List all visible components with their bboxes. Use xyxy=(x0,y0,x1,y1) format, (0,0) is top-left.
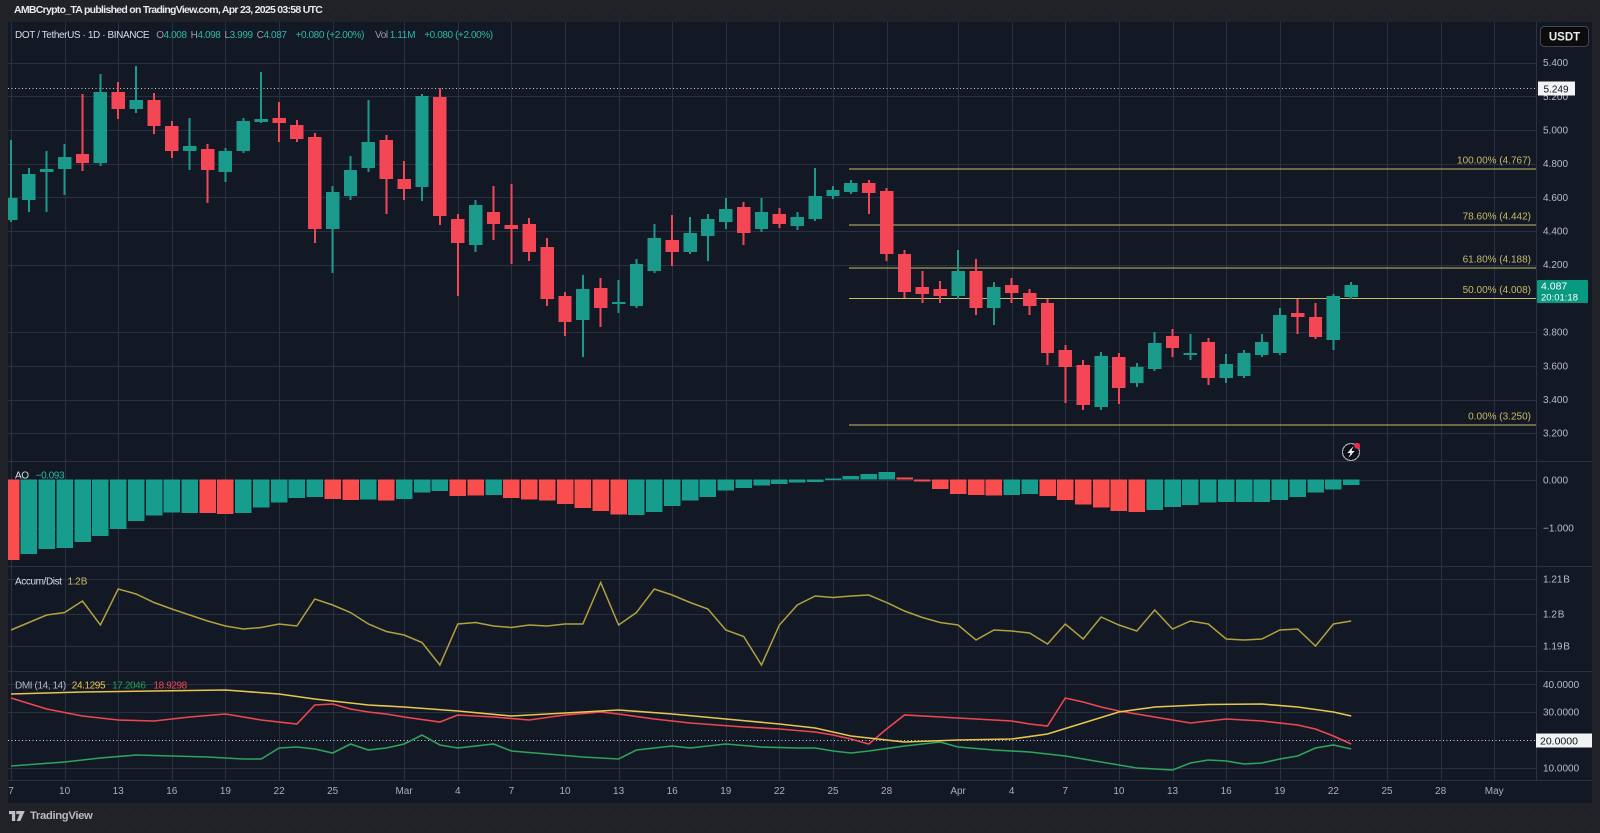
svg-text:16: 16 xyxy=(1221,786,1233,797)
svg-text:Mar: Mar xyxy=(395,786,413,797)
svg-text:25: 25 xyxy=(327,786,339,797)
svg-text:3.600: 3.600 xyxy=(1543,361,1568,372)
svg-text:16: 16 xyxy=(667,786,679,797)
svg-text:78.60% (4.442): 78.60% (4.442) xyxy=(1463,212,1531,223)
svg-text:40.0000: 40.0000 xyxy=(1543,680,1580,691)
svg-text:4.400: 4.400 xyxy=(1543,227,1568,238)
svg-text:22: 22 xyxy=(274,786,286,797)
svg-text:0.00% (3.250): 0.00% (3.250) xyxy=(1468,412,1531,423)
svg-text:3.800: 3.800 xyxy=(1543,328,1568,339)
svg-text:5.400: 5.400 xyxy=(1543,58,1568,69)
svg-text:7: 7 xyxy=(1063,786,1069,797)
svg-text:4: 4 xyxy=(455,786,461,797)
svg-text:May: May xyxy=(1485,786,1504,797)
svg-text:3.400: 3.400 xyxy=(1543,395,1568,406)
svg-text:10: 10 xyxy=(559,786,571,797)
svg-text:4: 4 xyxy=(1009,786,1015,797)
svg-text:4.600: 4.600 xyxy=(1543,193,1568,204)
svg-text:20.0000: 20.0000 xyxy=(1540,736,1578,748)
svg-text:10: 10 xyxy=(1113,786,1125,797)
svg-text:50.00% (4.008): 50.00% (4.008) xyxy=(1463,285,1531,296)
svg-text:4.800: 4.800 xyxy=(1543,159,1568,170)
svg-text:Apr: Apr xyxy=(950,786,966,797)
svg-text:13: 13 xyxy=(113,786,125,797)
svg-text:4.087: 4.087 xyxy=(1541,281,1567,293)
svg-text:4.200: 4.200 xyxy=(1543,260,1568,271)
svg-text:5.000: 5.000 xyxy=(1543,126,1568,137)
svg-text:13: 13 xyxy=(1167,786,1179,797)
svg-text:1.2 B: 1.2 B xyxy=(1543,610,1565,621)
svg-text:19: 19 xyxy=(720,786,732,797)
svg-text:28: 28 xyxy=(1435,786,1447,797)
svg-text:AO−0.093: AO −0.093 xyxy=(15,471,65,482)
svg-text:19: 19 xyxy=(220,786,232,797)
svg-text:61.80% (4.188): 61.80% (4.188) xyxy=(1463,255,1531,266)
svg-text:7: 7 xyxy=(8,786,14,797)
svg-text:5.200: 5.200 xyxy=(1543,92,1568,103)
svg-text:28: 28 xyxy=(881,786,893,797)
svg-text:30.0000: 30.0000 xyxy=(1543,708,1580,719)
svg-text:−1.000: −1.000 xyxy=(1543,524,1574,535)
svg-text:22: 22 xyxy=(1328,786,1340,797)
svg-text:USDT: USDT xyxy=(1549,32,1580,44)
svg-text:3.200: 3.200 xyxy=(1543,429,1568,440)
svg-text:10.0000: 10.0000 xyxy=(1543,764,1580,775)
svg-text:25: 25 xyxy=(827,786,839,797)
svg-text:1.19 B: 1.19 B xyxy=(1543,642,1570,653)
svg-text:13: 13 xyxy=(613,786,625,797)
svg-text:100.00% (4.767): 100.00% (4.767) xyxy=(1457,156,1531,167)
svg-text:19: 19 xyxy=(1274,786,1286,797)
svg-text:0.000: 0.000 xyxy=(1543,476,1568,487)
svg-text:7: 7 xyxy=(509,786,515,797)
svg-text:1.21 B: 1.21 B xyxy=(1543,575,1570,586)
svg-text:22: 22 xyxy=(774,786,786,797)
svg-text:16: 16 xyxy=(166,786,178,797)
svg-text:20:01:18: 20:01:18 xyxy=(1541,293,1578,304)
svg-text:25: 25 xyxy=(1381,786,1393,797)
svg-text:10: 10 xyxy=(59,786,71,797)
svg-text:5.249: 5.249 xyxy=(1543,85,1568,96)
